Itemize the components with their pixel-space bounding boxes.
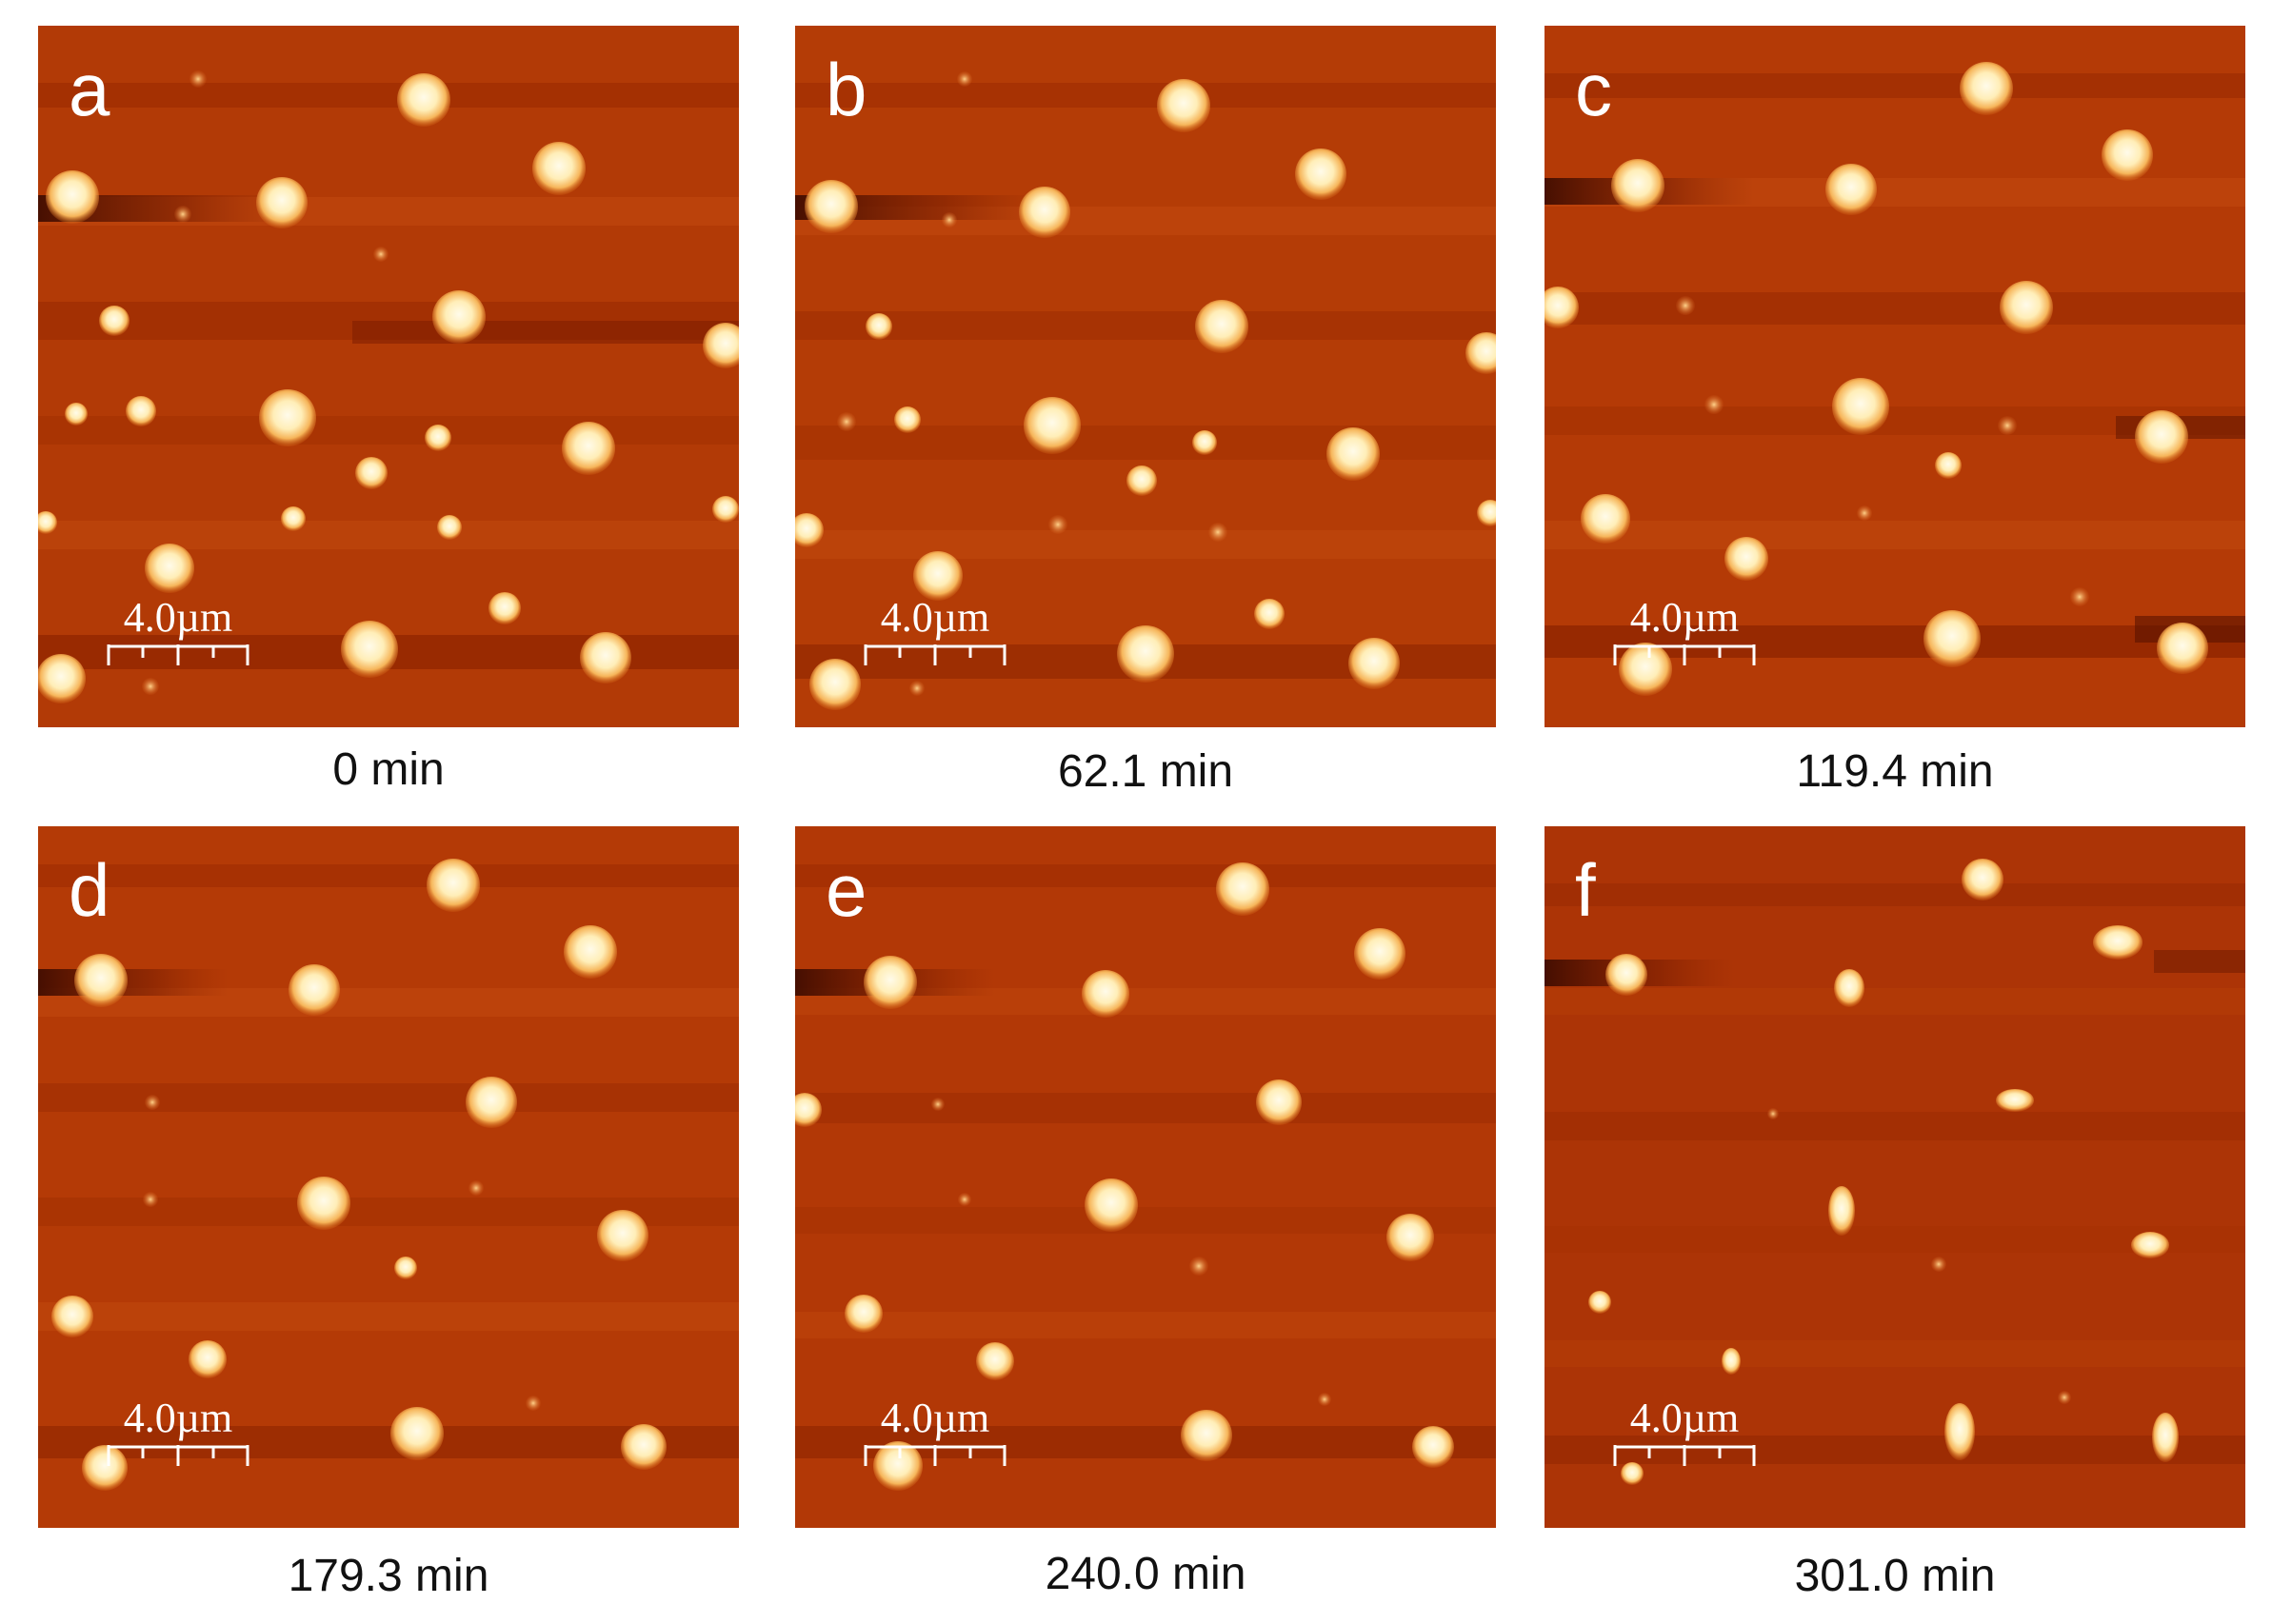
scale-bar-ruler (864, 1445, 1006, 1466)
scale-bar: 4.0µm (864, 597, 1006, 673)
scale-bar-ruler (1613, 1445, 1756, 1466)
scale-bar-label: 4.0µm (880, 1395, 990, 1441)
scale-bar-label: 4.0µm (880, 594, 990, 641)
afm-panel-d: d 4.0µm (38, 826, 739, 1528)
time-caption: 119.4 min (1796, 746, 1994, 797)
scale-bar-ruler (864, 644, 1006, 665)
scale-bar: 4.0µm (1613, 1397, 1756, 1474)
scale-bar-label: 4.0µm (123, 1395, 233, 1441)
scale-bar: 4.0µm (107, 1397, 249, 1474)
afm-panel-e: e 4.0µm (795, 826, 1496, 1528)
scale-bar-ruler (1613, 644, 1756, 665)
scale-bar-label: 4.0µm (123, 594, 233, 641)
scale-bar: 4.0µm (107, 597, 249, 673)
afm-image-d (38, 826, 739, 1528)
panel-label: f (1575, 848, 1596, 932)
panel-label: e (826, 848, 867, 932)
afm-image-e (795, 826, 1496, 1528)
scale-bar-ruler (107, 1445, 249, 1466)
time-caption: 301.0 min (1794, 1551, 1996, 1601)
time-caption: 179.3 min (288, 1551, 489, 1601)
panel-label: b (826, 48, 867, 131)
afm-panel-b: b 4.0µm (795, 26, 1496, 727)
time-caption: 62.1 min (1057, 746, 1234, 797)
afm-panel-f: f 4.0µm (1545, 826, 2245, 1528)
scale-bar: 4.0µm (1613, 597, 1756, 673)
afm-panel-c: c 4.0µm (1545, 26, 2245, 727)
time-caption: 240.0 min (1045, 1549, 1246, 1599)
scale-bar-label: 4.0µm (1629, 594, 1740, 641)
time-caption: 0 min (332, 744, 445, 795)
scale-bar-ruler (107, 644, 249, 665)
scale-bar: 4.0µm (864, 1397, 1006, 1474)
afm-image-a (38, 26, 739, 727)
afm-panel-a: a 4.0µm (38, 26, 739, 727)
afm-image-c (1545, 26, 2245, 727)
afm-image-f (1545, 826, 2245, 1528)
afm-image-b (795, 26, 1496, 727)
panel-label: c (1575, 48, 1612, 131)
panel-label: d (69, 848, 110, 932)
panel-label: a (69, 48, 110, 131)
scale-bar-label: 4.0µm (1629, 1395, 1740, 1441)
